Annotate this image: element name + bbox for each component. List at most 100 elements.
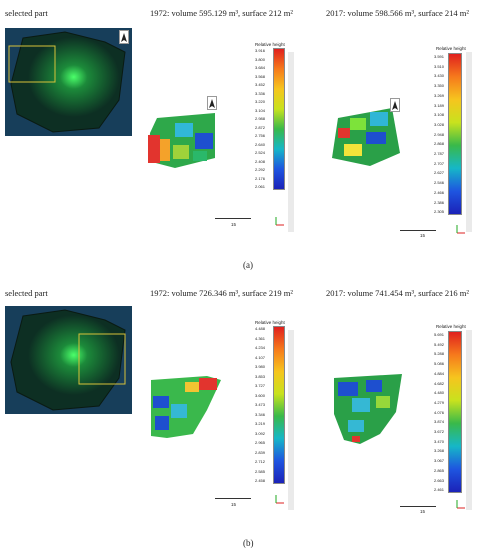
tick-label: 3.268 [434,448,445,454]
colorbar-2017-a [448,53,462,215]
tick-label: 2.585 [255,468,266,474]
tick-label: 2.965 [255,440,266,445]
tick-label: 4.234 [255,345,266,350]
north-arrow-icon [390,98,400,112]
tick-label: 2.292 [255,167,266,172]
tick-label: 3.916 [255,48,266,53]
tick-label: 3.473 [255,402,266,407]
tick-label: 3.067 [434,458,445,464]
tick-label: 2.948 [434,131,445,137]
tick-label: 3.220 [255,99,266,104]
selection-box-a [8,45,56,83]
tick-label: 3.727 [255,383,266,388]
tick-label: 2.524 [255,150,266,155]
tick-label: 3.108 [434,112,445,118]
north-arrow-icon [119,30,129,44]
caption-2017-b: 2017: volume 741.454 m³, surface 216 m² [326,288,469,298]
colorbar-title: Relative height [255,42,285,47]
tick-label: 3.104 [255,107,266,113]
axis-gizmo-icon [275,491,285,504]
tick-label: 2.839 [255,449,266,455]
tick-label: 3.269 [434,92,445,98]
tick-label: 3.568 [255,73,266,79]
tick-label: 4.279 [434,399,445,405]
heightmap-1972-b [151,376,221,438]
scale-bar [400,230,436,231]
overview-3d-view-b [5,306,132,414]
tick-label: 3.672 [434,429,445,434]
tick-label: 3.980 [255,364,266,369]
overview-model-a [8,31,126,133]
colorbar-1972-b [273,326,285,484]
tick-label: 2.461 [434,487,445,493]
tick-label: 2.868 [434,141,445,147]
tick-label: 3.591 [434,54,445,59]
scrollbar[interactable] [466,52,472,232]
tick-label: 4.361 [255,335,266,341]
scale-bar [400,506,436,507]
tick-label: 2.640 [255,141,266,147]
scale-bar [215,218,251,219]
scale-bar [215,498,251,499]
tick-label: 3.189 [434,102,445,108]
tick-label: 4.107 [255,354,266,360]
heightmap-view-1972-a: 15 Relative height 3.916 3.800 3.684 3.5… [135,28,295,233]
heightmap-view-1972-b: 15 Relative height 4.488 4.361 4.234 4.1… [135,306,295,511]
scale-label: 15 [420,233,426,238]
tick-label: 2.712 [255,459,266,464]
tick-label: 5.086 [434,361,445,367]
north-arrow-icon [207,96,217,110]
tick-label: 3.350 [434,83,445,89]
colorbar-1972-a [273,48,285,190]
caption-1972-b: 1972: volume 726.346 m³, surface 219 m² [150,288,293,298]
caption-2017-a: 2017: volume 598.566 m³, surface 214 m² [326,8,469,18]
tick-label: 5.691 [434,332,445,337]
tick-label: 3.092 [255,430,266,436]
tick-label: 3.470 [434,438,445,444]
tick-label: 4.488 [255,326,266,331]
heightmap-view-2017-b: 15 Relative height 5.691 5.492 5.288 5.0… [320,306,480,514]
colorbar-title: Relative height [436,324,466,329]
tick-label: 2.386 [434,199,445,205]
tick-label: 2.707 [434,160,445,166]
tick-label: 5.288 [434,351,445,357]
heightmap-1972-a [148,113,215,168]
tick-label: 4.480 [434,390,445,396]
tick-label: 2.466 [434,189,445,195]
tick-label: 2.061 [255,184,266,189]
tick-label: 2.988 [255,116,266,121]
colorbar-2017-b [448,331,462,493]
tick-label: 2.176 [255,175,266,181]
scale-label: 15 [420,509,426,514]
tick-label: 3.028 [434,121,445,127]
tick-label: 2.627 [434,170,445,176]
caption-selected-part-a: selected part [5,8,48,18]
tick-label: 3.800 [255,56,266,62]
scale-label: 15 [231,502,237,507]
tick-label: 3.336 [255,90,266,96]
tick-label: 3.346 [255,411,266,417]
panel-label-a: (a) [243,260,253,270]
axis-gizmo-icon [456,496,466,509]
scrollbar[interactable] [466,330,472,510]
scale-label: 15 [231,222,237,227]
tick-label: 2.865 [434,467,445,473]
scrollbar[interactable] [288,330,294,510]
overview-model-b [10,309,126,411]
tick-label: 2.546 [434,180,445,186]
tick-label: 3.430 [434,73,445,79]
tick-label: 2.756 [255,133,266,138]
tick-label: 3.600 [255,392,266,398]
tick-label: 3.853 [255,373,266,379]
tick-label: 3.219 [255,421,266,426]
heightmap-2017-b [334,374,402,444]
heightmap-2017-a [332,108,400,166]
tick-label: 2.663 [434,477,445,483]
scrollbar[interactable] [288,52,294,232]
tick-label: 3.874 [434,419,445,425]
panel-label-b: (b) [243,538,254,548]
caption-selected-part-b: selected part [5,288,48,298]
axis-gizmo-icon [456,221,466,234]
tick-label: 2.787 [434,151,445,156]
axis-gizmo-icon [275,213,285,226]
